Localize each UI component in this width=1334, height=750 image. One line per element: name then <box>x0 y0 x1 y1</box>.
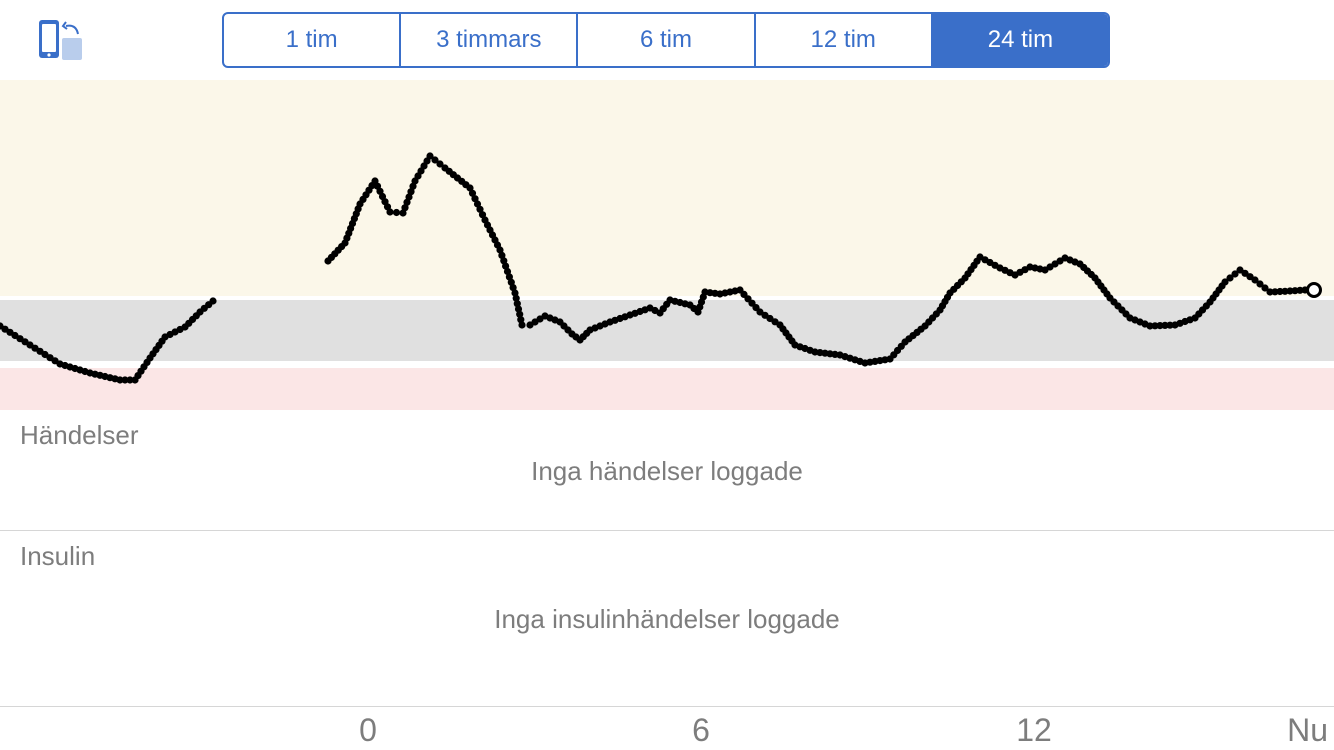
glucose-reading-point <box>126 376 134 384</box>
glucose-reading-point <box>436 160 444 168</box>
glucose-reading-point <box>386 208 394 216</box>
glucose-reading-point <box>496 246 504 254</box>
x-tick-label: 12 <box>1016 712 1052 748</box>
glucose-reading-point <box>1231 270 1239 278</box>
x-tick-label: 0 <box>359 712 377 748</box>
glucose-reading-point <box>516 310 524 318</box>
range-3h-button[interactable]: 3 timmars <box>399 14 576 66</box>
glucose-reading-point <box>401 204 409 212</box>
events-empty-message: Inga händelser loggade <box>531 456 803 486</box>
glucose-reading-point <box>468 189 477 197</box>
range-12h-button[interactable]: 12 tim <box>753 14 931 66</box>
target-zone <box>0 300 1334 361</box>
glucose-reading-point <box>476 205 484 213</box>
time-range-selector: 1 tim 3 timmars 6 tim 12 tim 24 tim <box>222 12 1110 68</box>
range-1h-button[interactable]: 1 tim <box>285 26 338 53</box>
section-divider <box>0 530 1334 531</box>
glucose-reading-point <box>1261 284 1269 292</box>
low-zone <box>0 368 1334 410</box>
x-tick-label: Nu <box>1287 712 1328 748</box>
insulin-title: Insulin <box>20 541 96 571</box>
glucose-reading-point <box>121 376 129 384</box>
range-24h-button[interactable]: 24 tim <box>930 14 1108 66</box>
glucose-chart <box>0 80 1334 410</box>
glucose-reading-point <box>502 262 510 270</box>
glucose-reading-point <box>505 273 513 281</box>
rotate-device-icon[interactable] <box>36 18 86 64</box>
high-zone <box>0 80 1334 296</box>
glucose-points <box>0 152 1322 384</box>
glucose-reading-point <box>1256 280 1264 288</box>
glucose-reading-point <box>1221 278 1229 286</box>
glucose-reading-point <box>498 251 506 259</box>
glucose-reading-point <box>392 208 401 217</box>
axis-divider <box>0 706 1334 707</box>
events-title: Händelser <box>20 420 139 450</box>
glucose-reading-point <box>512 294 520 302</box>
glucose-reading-point <box>407 188 415 196</box>
glucose-reading-point <box>509 284 517 292</box>
glucose-reading-point <box>503 267 512 276</box>
glucose-reading-point <box>116 376 124 384</box>
glucose-reading-point <box>1251 276 1259 284</box>
latest-reading-point <box>1306 282 1322 298</box>
x-tick-label: 6 <box>692 712 710 748</box>
glucose-reading-point <box>431 156 439 164</box>
glucose-reading-point <box>518 321 526 329</box>
glucose-reading-point <box>209 297 217 305</box>
range-6h-button[interactable]: 6 tim <box>576 14 753 66</box>
glucose-reading-point <box>1226 274 1234 282</box>
insulin-empty-message: Inga insulinhändelser loggade <box>494 604 840 634</box>
glucose-reading-point <box>426 152 434 160</box>
